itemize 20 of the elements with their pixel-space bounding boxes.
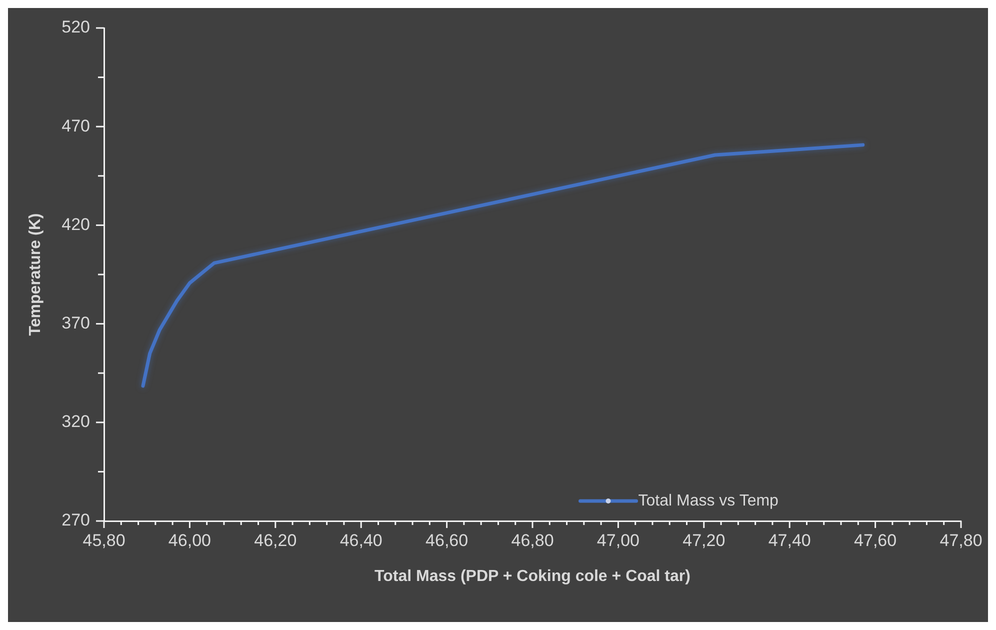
x-axis-title: Total Mass (PDP + Coking cole + Coal tar) [374, 568, 690, 585]
x-tick-label: 47,60 [854, 530, 897, 550]
x-tick-label: 46,20 [254, 530, 297, 550]
x-tick-label: 47,00 [596, 530, 640, 550]
y-tick-label: 270 [62, 510, 90, 530]
y-tick-label: 420 [62, 214, 90, 234]
y-tick-label: 520 [62, 18, 90, 37]
x-tick-label: 47,40 [768, 530, 811, 550]
x-tick-label: 46,00 [168, 530, 211, 550]
y-tick-label: 370 [62, 313, 90, 332]
y-axis-title: Temperature (K) [27, 213, 44, 336]
x-tick-label: 46,80 [511, 530, 554, 550]
x-tick-label: 46,60 [426, 530, 468, 550]
legend-label: Total Mass vs Temp [638, 492, 779, 510]
y-tick-label: 320 [62, 412, 90, 432]
x-tick-label: 47,20 [682, 530, 726, 550]
x-tick-label: 46,40 [340, 530, 382, 550]
y-tick-label: 470 [62, 116, 90, 136]
x-tick-label: 45,80 [82, 530, 126, 550]
x-tick-label: 47,80 [940, 530, 982, 550]
